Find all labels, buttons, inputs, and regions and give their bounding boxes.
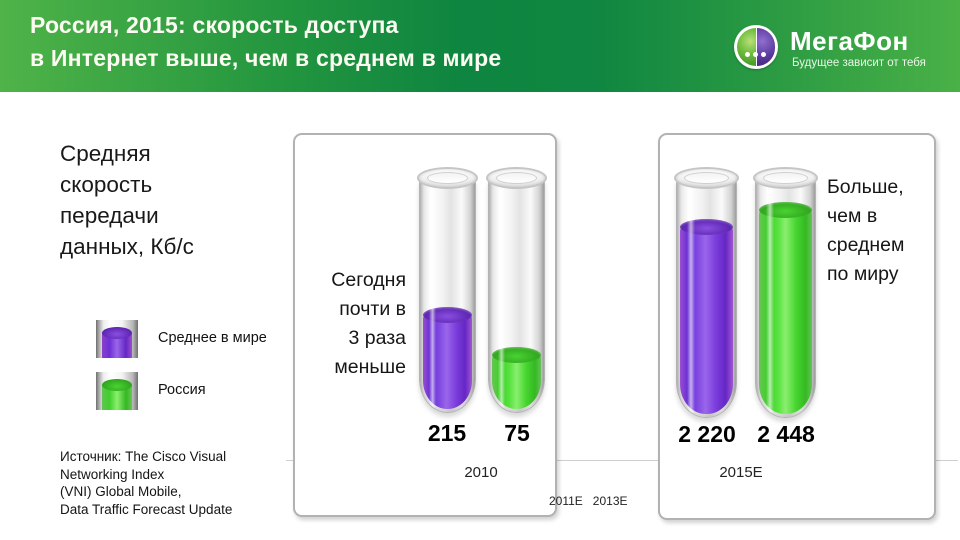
source-note: Источник: The Cisco Visual Networking In… <box>60 449 233 517</box>
annotation-2015: Больше, чем в среднем по миру <box>827 176 905 285</box>
slide-title: Россия, 2015: скорость доступа в Интерне… <box>30 12 502 71</box>
tube-glass <box>676 176 737 418</box>
axis-title: Средняя скорость передачи данных, Кб/с <box>60 141 194 259</box>
tube-rim <box>417 167 478 189</box>
mid-ticks-line1: 2011E 2013E <box>549 494 628 508</box>
tube-rim <box>486 167 547 189</box>
legend-item-world: Среднее в мире <box>96 320 356 360</box>
tube-glass <box>755 176 816 418</box>
tube-rim <box>753 167 818 189</box>
tube-world-2010 <box>417 167 478 413</box>
tube-russia-2015 <box>753 167 818 418</box>
megafon-logo-icon <box>734 25 778 69</box>
header-bar: Россия, 2015: скорость доступа в Интерне… <box>0 0 960 92</box>
tube-russia-2010 <box>486 167 547 413</box>
x-axis-line <box>286 460 958 461</box>
year-label-2010: 2010 <box>464 464 498 481</box>
year-label-2015: 2015E <box>719 464 763 481</box>
logo-dots-icon <box>745 52 766 57</box>
mid-year-ticks: 2011E 2013E 2012E 2014E <box>549 463 651 540</box>
legend-item-russia: Россия <box>96 372 356 412</box>
value-label-world-2010: 215 <box>427 420 467 446</box>
legend-label-russia: Россия <box>158 382 206 398</box>
tube-glass <box>419 176 476 413</box>
value-label-world-2015: 2 220 <box>678 421 736 447</box>
logo-green-half <box>737 28 756 66</box>
megafon-logo: МегаФон Будущее зависит от тебя <box>734 24 934 76</box>
tube-rim <box>674 167 739 189</box>
brand-name: МегаФон <box>790 26 909 56</box>
logo-purple-half <box>757 28 775 66</box>
brand-tagline: Будущее зависит от тебя <box>792 57 926 69</box>
tube-world-2015 <box>674 167 739 418</box>
legend-swatch-world-icon <box>96 320 138 358</box>
legend-swatch-russia-icon <box>96 372 138 410</box>
value-label-russia-2015: 2 448 <box>757 421 815 447</box>
tube-glass <box>488 176 545 413</box>
annotation-2010: Сегодня почти в 3 раза меньше <box>331 269 406 378</box>
value-label-russia-2010: 75 <box>504 420 530 446</box>
legend-label-world: Среднее в мире <box>158 330 267 346</box>
